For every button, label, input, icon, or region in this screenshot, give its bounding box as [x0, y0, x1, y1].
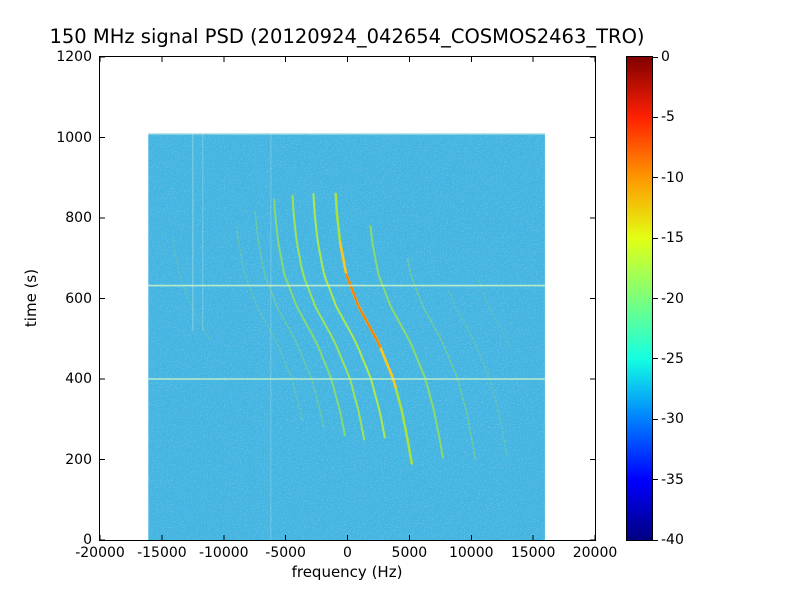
colorbar-tick	[653, 177, 658, 179]
x-tick-label: -5000	[265, 545, 306, 561]
x-tick-label: 15000	[510, 545, 556, 561]
doppler-trace	[345, 273, 382, 348]
colorbar-tick-label: -25	[661, 350, 684, 367]
doppler-trace	[476, 277, 511, 348]
colorbar-tick-label: -30	[661, 411, 684, 428]
colorbar	[626, 56, 653, 541]
doppler-trace	[273, 198, 346, 437]
y-tick-label: 1000	[56, 129, 92, 146]
doppler-trace	[171, 237, 210, 340]
x-tick-label: 0	[343, 545, 352, 561]
y-tick-label: 1200	[56, 49, 92, 65]
doppler-trace	[236, 225, 303, 421]
y-tick-label: 200	[65, 451, 92, 468]
noise-speckle-green	[148, 133, 545, 540]
y-tick-label: 600	[65, 290, 92, 307]
colorbar-tick-label: -10	[661, 169, 684, 186]
y-tick-label: 400	[65, 371, 92, 387]
x-tick-label: -10000	[198, 545, 249, 561]
colorbar-tick	[653, 237, 658, 239]
colorbar-tick-label: -20	[661, 290, 684, 307]
y-tick-label: 800	[65, 210, 92, 226]
colorbar-tick-label: -35	[661, 471, 684, 488]
doppler-trace	[406, 257, 477, 461]
colorbar-tick	[653, 116, 658, 118]
plot-area	[99, 56, 596, 541]
x-tick-label: 20000	[572, 545, 618, 561]
y-tick-label: 0	[83, 532, 92, 548]
colorbar-tick-label: -15	[661, 230, 684, 247]
colorbar-tick-label: -40	[661, 532, 684, 548]
x-tick-label: -15000	[137, 545, 187, 561]
colorbar-tick	[653, 479, 658, 481]
doppler-trace	[254, 209, 325, 429]
colorbar-tick	[653, 56, 658, 58]
x-tick-label: 10000	[448, 545, 494, 561]
x-axis-label: frequency (Hz)	[291, 563, 403, 581]
doppler-trace	[312, 192, 386, 439]
colorbar-tick	[653, 358, 658, 360]
doppler-trace	[448, 289, 508, 457]
colorbar-tick-label: 0	[661, 49, 670, 65]
spectrogram-image	[99, 56, 596, 541]
x-tick-label: 5000	[391, 545, 428, 561]
doppler-trace	[369, 225, 444, 459]
colorbar-tick	[653, 298, 658, 299]
chart-title: 150 MHz signal PSD (20120924_042654_COSM…	[49, 25, 645, 48]
x-tick-label: -20000	[75, 545, 125, 561]
doppler-trace	[291, 194, 366, 441]
colorbar-tick-label: -5	[661, 109, 675, 126]
colorbar-tick	[653, 418, 658, 420]
colorbar-tick	[653, 539, 658, 541]
